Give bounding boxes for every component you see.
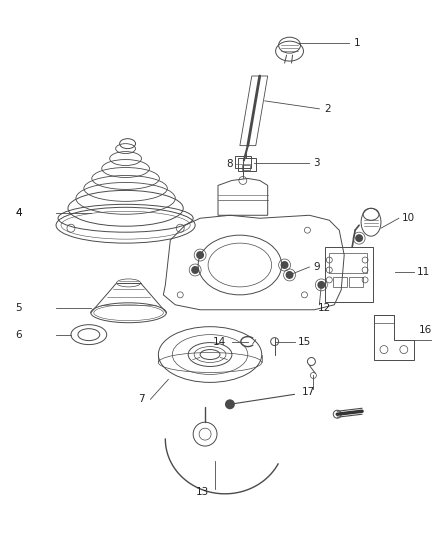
Text: 15: 15 [297,337,311,346]
Text: 9: 9 [314,262,320,272]
Text: 17: 17 [301,387,315,397]
Circle shape [318,281,325,289]
Bar [242,165,250,169]
Circle shape [196,251,204,259]
Text: 1: 1 [354,38,361,48]
Circle shape [225,399,235,409]
Bar [238,158,256,172]
Bar [333,277,347,287]
Text: 16: 16 [419,325,432,335]
Text: 10: 10 [402,213,415,223]
Text: 4: 4 [15,208,22,219]
Text: 6: 6 [15,329,22,340]
Text: 11: 11 [417,267,430,277]
Text: 5: 5 [15,303,22,313]
Circle shape [281,261,289,269]
Bar [374,315,394,322]
Text: 3: 3 [314,158,320,167]
Text: 4: 4 [15,208,22,219]
Text: 2: 2 [324,104,331,114]
Circle shape [286,271,293,279]
Text: 12: 12 [318,303,331,313]
Circle shape [191,266,199,274]
Text: 14: 14 [213,337,226,346]
Bar [235,156,251,167]
Bar [349,277,363,287]
Text: 13: 13 [196,487,209,497]
Bar [329,253,367,273]
Bar [325,247,373,302]
Text: 8: 8 [226,158,233,168]
Text: 7: 7 [138,394,145,405]
Circle shape [355,234,363,242]
